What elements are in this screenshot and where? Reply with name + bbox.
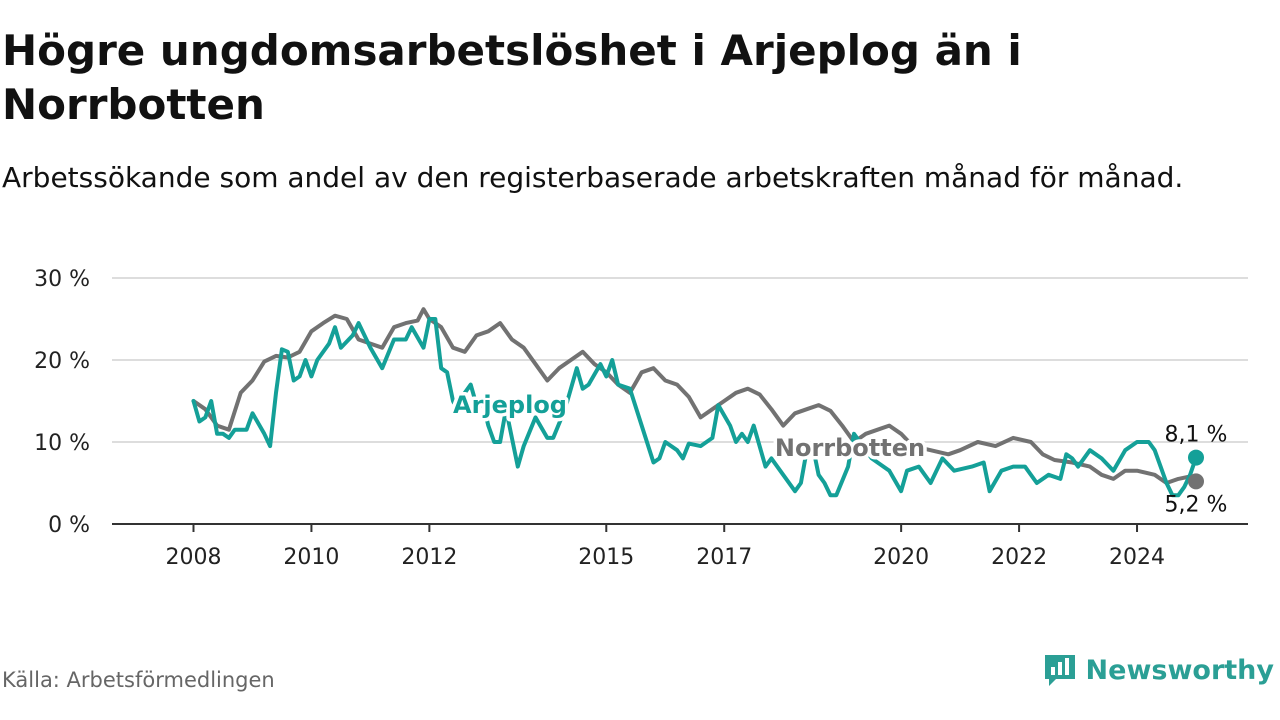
x-tick-label: 2024: [1109, 545, 1165, 570]
arjeplog-end-marker: [1188, 449, 1204, 466]
x-tick-label: 2017: [696, 545, 752, 570]
x-tick-label: 2022: [991, 545, 1047, 570]
arjeplog-end-label: 8,1 %: [1165, 423, 1228, 448]
y-tick-label: 20 %: [34, 349, 90, 374]
norrbotten-line: [191, 307, 1198, 485]
y-tick-label: 30 %: [34, 267, 90, 292]
norrbotten-end-label: 5,2 %: [1165, 492, 1228, 517]
y-tick-label: 10 %: [34, 431, 90, 456]
line-chart: 0 % 10 % 20 % 30 % 2008 2010 2012 2015 2017 2020 2…: [34, 267, 1248, 570]
newsworthy-logo-icon: [1044, 655, 1075, 686]
x-tick-label: 2010: [283, 545, 339, 570]
newsworthy-logo[interactable]: Newsworthy: [1042, 652, 1274, 688]
norrbotten-series-label: Norrbotten: [775, 434, 925, 462]
brand-name: Newsworthy: [1085, 654, 1274, 686]
y-tick-label: 0 %: [48, 513, 90, 538]
x-tick-label: 2008: [165, 545, 221, 570]
chart-title: Högre ungdomsarbetslöshet i Arjeplog än …: [2, 26, 1022, 129]
chart-subtitle: Arbetssökande som andel av den registerb…: [2, 161, 1184, 194]
arjeplog-line: [191, 317, 1198, 498]
arjeplog-series-label: Arjeplog: [453, 391, 567, 419]
x-tick-label: 2015: [578, 545, 634, 570]
x-tick-label: 2020: [873, 545, 929, 570]
norrbotten-end-marker: [1188, 473, 1204, 490]
source-note: Källa: Arbetsförmedlingen: [2, 668, 275, 692]
x-tick-label: 2012: [401, 545, 457, 570]
